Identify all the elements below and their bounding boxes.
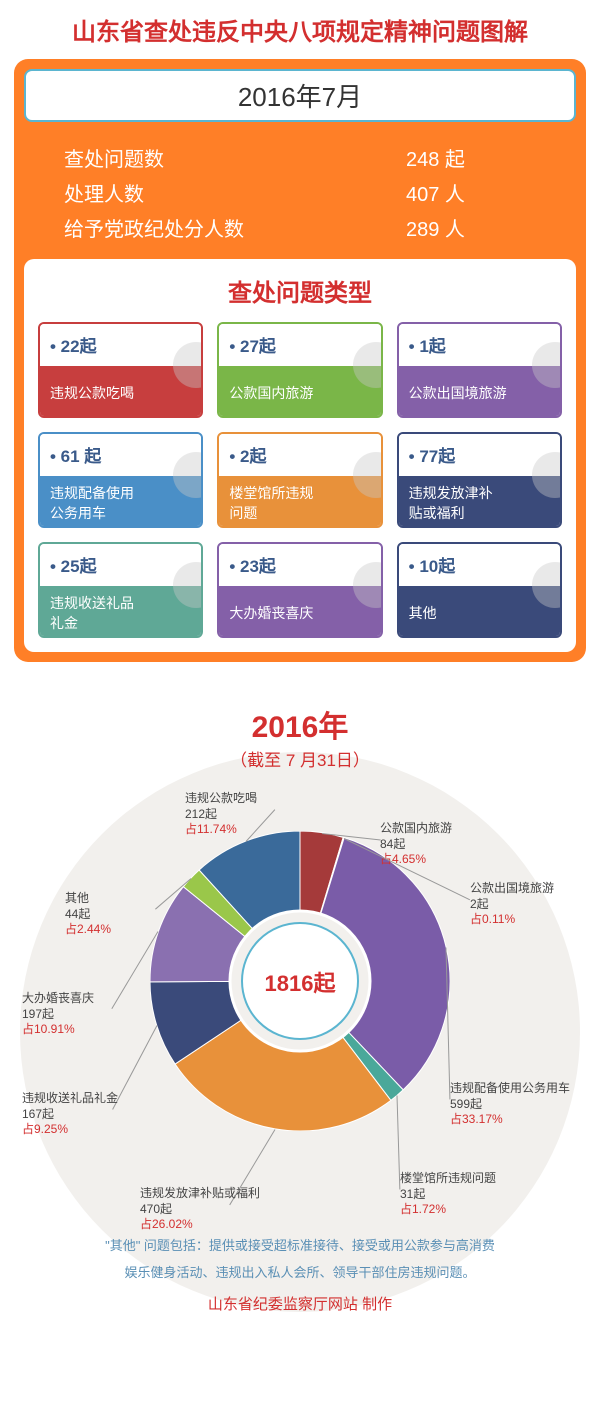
stat-value: 289 人 [406,213,536,242]
stat-label: 给予党政纪处分人数 [64,213,406,242]
stat-label: 查处问题数 [64,143,406,172]
category-tile: • 23起大办婚丧喜庆 [217,542,382,638]
pie-label: 违规配备使用公务用车599起占33.17% [450,1081,570,1128]
pie-section: 2016年 （截至 7 月31日） 1816起 公款国内旅游84起占4.65%公… [0,702,600,1334]
category-tile: • 10起其他 [397,542,562,638]
pie-label: 违规发放津补贴或福利470起占26.02% [140,1186,260,1233]
pie-total: 1816起 [245,966,355,998]
category-tile: • 2起楼堂馆所违规问题 [217,432,382,528]
category-tile: • 61 起违规配备使用公务用车 [38,432,203,528]
stat-row: 给予党政纪处分人数289 人 [64,210,536,245]
category-tile: • 22起违规公款吃喝 [38,322,203,418]
stats-block: 查处问题数248 起处理人数407 人给予党政纪处分人数289 人 [24,130,576,259]
category-panel: 查处问题类型 • 22起违规公款吃喝• 27起公款国内旅游• 1起公款出国境旅游… [24,259,576,652]
pie-label: 其他44起占2.44% [65,891,111,938]
main-title: 山东省查处违反中央八项规定精神问题图解 [0,0,600,59]
stat-row: 处理人数407 人 [64,175,536,210]
category-tile: • 1起公款出国境旅游 [397,322,562,418]
pie-label: 违规公款吃喝212起占11.74% [185,791,257,838]
footnote-2: 娱乐健身活动、违规出入私人会所、领导干部住房违规问题。 [0,1258,600,1285]
credit: 山东省纪委监察厅网站 制作 [0,1293,600,1314]
pie-label: 楼堂馆所违规问题31起占1.72% [400,1171,496,1218]
stat-value: 407 人 [406,178,536,207]
date-header: 2016年7月 [24,69,576,122]
stat-label: 处理人数 [64,178,406,207]
tile-grid: • 22起违规公款吃喝• 27起公款国内旅游• 1起公款出国境旅游 • 61 起违… [38,322,562,638]
pie-wrap: 1816起 公款国内旅游84起占4.65%公款出国境旅游2起占0.11%违规配备… [20,771,580,1231]
category-tile: • 25起违规收送礼品礼金 [38,542,203,638]
panel-title: 查处问题类型 [38,273,562,308]
pie-year: 2016年 [0,702,600,746]
stat-value: 248 起 [406,143,536,172]
category-tile: • 27起公款国内旅游 [217,322,382,418]
summary-card: 2016年7月 查处问题数248 起处理人数407 人给予党政纪处分人数289 … [14,59,586,662]
footnote-1: "其他" 问题包括：提供或接受超标准接待、接受或用公款参与高消费 [0,1231,600,1258]
category-tile: • 77起违规发放津补贴或福利 [397,432,562,528]
pie-label: 公款出国境旅游2起占0.11% [470,881,554,928]
stat-row: 查处问题数248 起 [64,140,536,175]
pie-label: 违规收送礼品礼金167起占9.25% [22,1091,118,1138]
pie-label: 大办婚丧喜庆197起占10.91% [22,991,94,1038]
pie-subtitle: （截至 7 月31日） [0,746,600,771]
